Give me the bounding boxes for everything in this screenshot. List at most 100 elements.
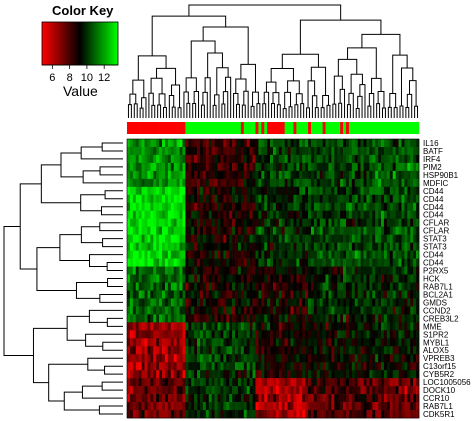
heatmap-cell <box>223 258 227 267</box>
heatmap-cell <box>296 186 300 196</box>
heatmap-cell <box>252 194 256 204</box>
heatmap-cell <box>348 139 353 148</box>
heatmap-cell <box>275 362 280 371</box>
column-annotation-cell <box>369 122 373 134</box>
heatmap-cell <box>144 234 148 243</box>
heatmap-cell <box>354 314 358 323</box>
heatmap-cell <box>144 274 148 283</box>
heatmap-cell <box>261 410 265 419</box>
heatmap-cell <box>197 314 201 323</box>
heatmap-cell <box>156 170 160 180</box>
heatmap-cell <box>287 338 291 347</box>
heatmap-cell <box>194 402 198 411</box>
heatmap-cell <box>138 322 142 331</box>
heatmap-cell <box>144 290 148 299</box>
heatmap-cell <box>404 242 408 251</box>
column-dendrogram-branch <box>271 103 275 118</box>
heatmap-cell <box>138 354 142 363</box>
heatmap-cell <box>200 139 204 148</box>
heatmap-cell <box>246 226 250 235</box>
heatmap-cell <box>346 306 350 315</box>
heatmap-cell <box>240 218 245 227</box>
heatmap-cell <box>293 146 297 156</box>
heatmap-cell <box>156 154 160 164</box>
heatmap-cell <box>191 354 195 363</box>
heatmap-cell <box>159 314 163 323</box>
row-dendrogram-branch <box>104 190 123 200</box>
heatmap-cell <box>179 210 183 220</box>
heatmap-cell <box>162 258 166 267</box>
heatmap-cell <box>226 202 230 212</box>
heatmap-cell <box>310 402 315 411</box>
heatmap-cell <box>211 258 215 267</box>
heatmap-cell <box>337 186 341 196</box>
heatmap-cell <box>194 282 198 291</box>
heatmap-cell <box>150 362 154 371</box>
heatmap-cell <box>360 154 364 164</box>
heatmap-cell <box>150 370 154 379</box>
heatmap-cell <box>302 210 306 220</box>
heatmap-cell <box>202 242 207 251</box>
heatmap-cell <box>176 258 180 267</box>
heatmap-cell <box>395 234 399 243</box>
heatmap-cell <box>381 370 385 379</box>
heatmap-cell <box>401 386 405 395</box>
heatmap-cell <box>226 298 230 307</box>
heatmap-cell <box>386 402 391 411</box>
heatmap-cell <box>334 354 338 363</box>
heatmap-cell <box>331 298 335 307</box>
heatmap-cell <box>194 346 198 355</box>
heatmap-cell <box>252 139 256 148</box>
heatmap-cell <box>293 218 297 227</box>
column-dendrogram-branch <box>133 103 138 118</box>
heatmap-cell <box>153 194 157 204</box>
row-dendrogram-branch <box>101 381 123 391</box>
heatmap-cell <box>375 410 379 419</box>
heatmap-cell <box>208 202 212 212</box>
heatmap-cell <box>308 378 312 387</box>
heatmap-cell <box>252 330 256 339</box>
heatmap-cell <box>322 290 326 299</box>
heatmap-cell <box>340 370 344 379</box>
heatmap-cell <box>144 362 148 371</box>
heatmap-cell <box>159 266 163 275</box>
column-dendrogram-branch <box>311 95 318 118</box>
heatmap-cell <box>176 210 180 220</box>
heatmap-cell <box>261 258 265 267</box>
heatmap-cell <box>357 162 361 172</box>
heatmap-cell <box>138 250 142 259</box>
heatmap-cell <box>293 242 297 251</box>
heatmap-cell <box>293 162 297 172</box>
heatmap-cell <box>363 210 367 220</box>
heatmap-cell <box>275 178 280 188</box>
heatmap-cell <box>255 210 259 220</box>
heatmap-cell <box>249 242 253 251</box>
heatmap-cell <box>232 218 236 227</box>
heatmap-cell <box>170 298 175 307</box>
heatmap-cell <box>173 378 177 387</box>
heatmap-cell <box>413 394 417 403</box>
heatmap-cell <box>278 186 283 196</box>
heatmap-cell <box>337 202 341 212</box>
heatmap-cell <box>331 146 335 156</box>
heatmap-cell <box>360 266 364 275</box>
heatmap-cell <box>202 402 207 411</box>
heatmap-cell <box>407 306 411 315</box>
heatmap-cell <box>346 146 350 156</box>
heatmap-cell <box>308 298 312 307</box>
heatmap-cell <box>176 242 180 251</box>
heatmap-cell <box>176 330 180 339</box>
heatmap-cell <box>261 139 265 148</box>
heatmap-cell <box>296 242 300 251</box>
heatmap-cell <box>275 394 280 403</box>
heatmap-cell <box>413 170 417 180</box>
heatmap-cell <box>383 362 388 371</box>
heatmap-cell <box>310 210 315 220</box>
heatmap-cell <box>208 178 212 188</box>
heatmap-cell <box>141 202 145 212</box>
heatmap-cell <box>278 306 283 315</box>
heatmap-cell <box>194 266 198 275</box>
heatmap-cell <box>392 162 396 172</box>
heatmap-cell <box>407 258 411 267</box>
row-dendrogram-branch <box>81 385 123 399</box>
